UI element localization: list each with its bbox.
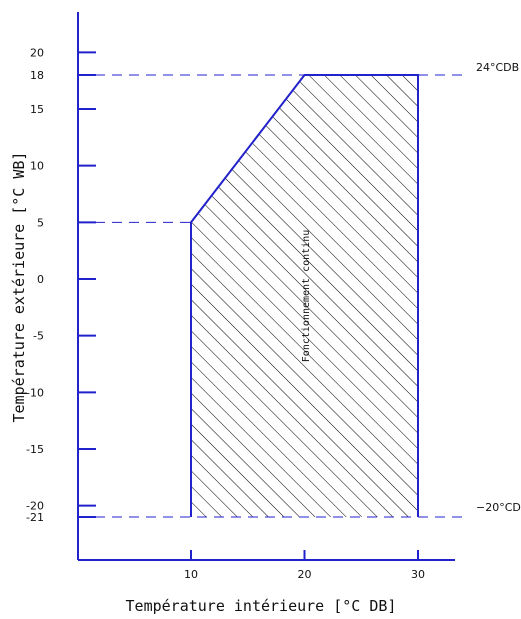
y-tick-label: 5 — [37, 216, 44, 229]
y-tick-label: -5 — [33, 330, 44, 343]
reference-label: 24°CDB — [476, 61, 519, 74]
reference-label: −20°CDB — [476, 501, 521, 514]
x-tick-label: 20 — [298, 568, 312, 581]
y-tick-label: 10 — [30, 160, 44, 173]
y-tick-label: -21 — [26, 511, 44, 524]
x-tick-label: 10 — [184, 568, 198, 581]
x-axis-label: Température intérieure [°C DB] — [126, 597, 397, 615]
y-tick-label: 0 — [37, 273, 44, 286]
y-tick-label: -10 — [26, 386, 44, 399]
x-tick-label: 30 — [411, 568, 425, 581]
zone-hatch-fill — [191, 75, 418, 517]
y-tick-label: 20 — [30, 46, 44, 59]
y-tick-label: -15 — [26, 443, 44, 456]
y-tick-label: 15 — [30, 103, 44, 116]
y-tick-label: -20 — [26, 500, 44, 513]
zone-label: Fonctionnement continu — [301, 230, 312, 362]
y-axis-label: Température extérieure [°C WB] — [10, 152, 28, 423]
y-tick-label: 18 — [30, 69, 44, 82]
